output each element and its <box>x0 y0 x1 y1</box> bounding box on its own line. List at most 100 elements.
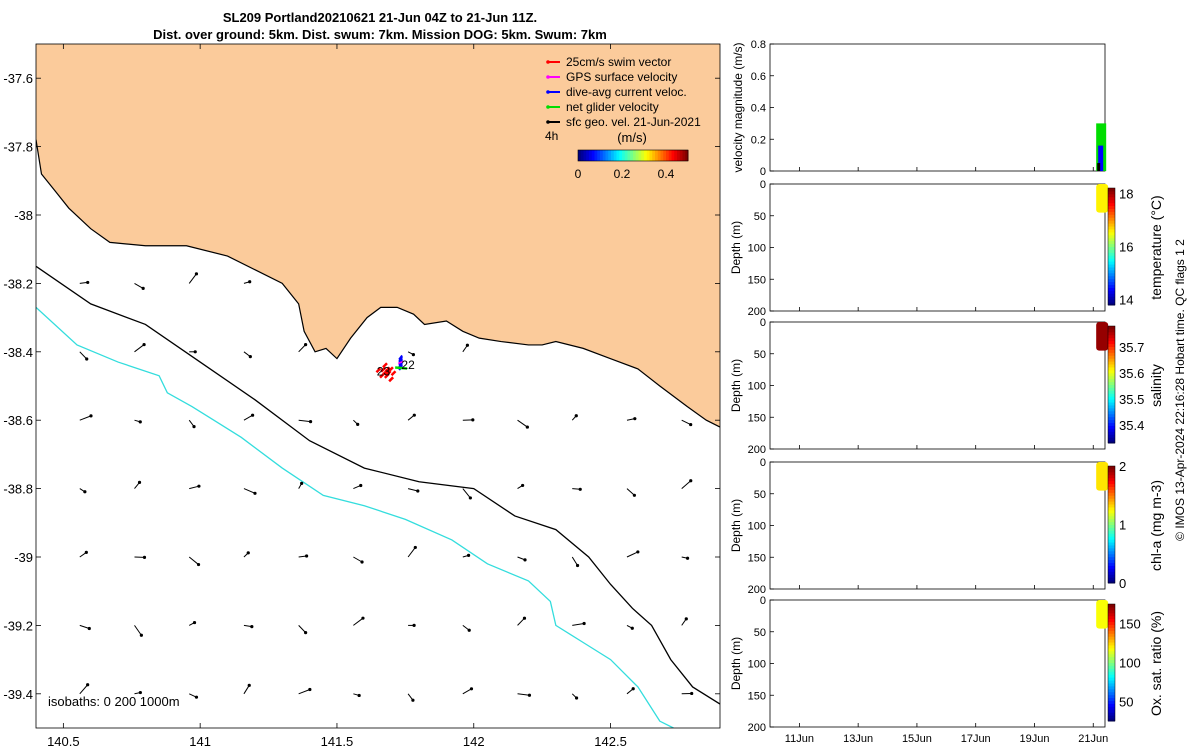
oxygen-colorbar-segment <box>1108 709 1115 713</box>
temperature-colorbar-label: temperature (°C) <box>1148 195 1164 299</box>
geo-arrowhead <box>412 413 416 417</box>
swim-vector <box>375 367 382 374</box>
velocity-geo-marks <box>1097 163 1101 171</box>
geo-arrowhead <box>359 483 363 488</box>
chla-colorbar-segment <box>1108 498 1115 502</box>
map-colorbar-label: (m/s) <box>617 130 647 145</box>
geo-arrowhead <box>139 633 143 637</box>
geo-arrowhead <box>411 698 415 702</box>
salinity-colorbar-segment <box>1108 381 1115 385</box>
geo-arrowhead <box>142 342 146 347</box>
temperature-colorbar-segment <box>1108 258 1115 262</box>
geo-arrowhead <box>142 555 147 559</box>
geo-arrowhead <box>468 496 472 500</box>
map-frame <box>35 43 721 729</box>
chla-colorbar-segment <box>1108 577 1115 581</box>
salinity-colorbar-segment <box>1108 352 1115 356</box>
map-colorbar-frame <box>577 149 689 162</box>
swim-vector <box>390 370 397 377</box>
chla-y-tick-label: 100 <box>748 521 766 533</box>
chla-colorbar-segment <box>1108 486 1115 490</box>
legend-entry-label: net glider velocity <box>566 100 659 114</box>
geo-arrow <box>517 419 528 428</box>
date-x-tick-label: 17Jun <box>961 733 991 745</box>
geo-arrowhead <box>469 687 474 691</box>
map-colorbar-segment <box>580 150 584 161</box>
salinity-colorbar-segment <box>1108 390 1115 394</box>
geo-arrow <box>298 344 306 353</box>
salinity-colorbar-segment <box>1108 416 1115 421</box>
chla-colorbar-segment <box>1108 533 1115 537</box>
geo-arrow <box>134 282 144 289</box>
oxygen-colorbar-label: Ox. sat. ratio (%) <box>1148 611 1164 716</box>
map-colorbar-segment <box>583 150 587 161</box>
chla-colorbar-segment <box>1108 466 1115 470</box>
geo-arrowhead <box>194 695 199 699</box>
temperature-colorbar-segment <box>1108 275 1115 280</box>
land-area <box>36 44 720 428</box>
chla-colorbar-segment <box>1108 518 1115 523</box>
geo-arrowhead <box>192 620 197 625</box>
chla-colorbar-segment <box>1108 524 1115 528</box>
temperature-colorbar-segment <box>1108 226 1115 230</box>
geo-arrowhead <box>685 556 690 560</box>
salinity-colorbar-segment <box>1108 326 1115 330</box>
legend-swatch-head <box>546 120 550 124</box>
oxygen-colorbar-segment <box>1108 674 1115 678</box>
coastline <box>36 139 720 428</box>
oxygen-y-tick-label: 0 <box>760 595 766 607</box>
temperature-y-tick-label: 150 <box>748 274 766 286</box>
temperature-colorbar-segment <box>1108 243 1115 247</box>
geo-arrow <box>79 684 89 695</box>
salinity-data-marks <box>1096 322 1109 351</box>
chla-colorbar-segment <box>1108 483 1115 487</box>
geo-arrow <box>298 689 311 695</box>
chla-colorbar-segment <box>1108 468 1115 473</box>
geo-arrowhead <box>300 481 304 486</box>
geo-arrowhead <box>246 551 250 555</box>
map-colorbar-segment <box>685 150 689 161</box>
chla-y-label: Depth (m) <box>729 499 743 552</box>
salinity-y-label: Depth (m) <box>729 359 743 412</box>
salinity-colorbar-segment <box>1108 378 1115 383</box>
salinity-y-tick-label: 150 <box>748 412 766 424</box>
temperature-colorbar-segment <box>1108 231 1115 236</box>
map-colorbar-tick-label: 0 <box>575 167 582 181</box>
temperature-colorbar-segment <box>1108 217 1115 221</box>
geo-arrowhead <box>137 480 142 484</box>
temperature-colorbar-segment <box>1108 246 1115 250</box>
chla-y-tick-label: 150 <box>748 552 766 564</box>
temperature-y-label: Depth (m) <box>729 221 743 274</box>
map-colorbar-segment <box>655 150 659 161</box>
oxygen-colorbar-segment <box>1108 612 1115 617</box>
salinity-colorbar-segment <box>1108 399 1115 403</box>
map-plot-area <box>36 44 720 728</box>
map-y-tick-label: -38.4 <box>3 345 33 360</box>
map-colorbar-segment <box>677 150 681 161</box>
map-colorbar-segment <box>589 150 593 161</box>
chla-colorbar-segment <box>1108 571 1115 575</box>
chla-colorbar-segment <box>1108 553 1115 558</box>
geo-arrowhead <box>411 353 415 357</box>
temperature-colorbar-segment <box>1108 264 1115 268</box>
salinity-colorbar-segment <box>1108 375 1115 380</box>
geo-arrowhead <box>578 487 582 491</box>
geo-arrow <box>681 419 691 426</box>
geo-arrowhead <box>250 413 255 417</box>
salinity-colorbar-segment <box>1108 434 1115 438</box>
oxygen-colorbar-frame <box>1107 603 1116 722</box>
geo-arrowhead <box>248 355 252 359</box>
velocity-panel-frame <box>769 43 1106 172</box>
geo-arrowhead <box>87 626 91 631</box>
salinity-colorbar-segment <box>1108 431 1115 435</box>
chla-colorbar-label: chl-a (mg m-3) <box>1148 480 1164 571</box>
geo-arrowhead <box>357 693 361 698</box>
temperature-colorbar-segment <box>1108 299 1115 303</box>
chla-colorbar-segment <box>1108 568 1115 572</box>
map-colorbar-segment <box>624 150 628 161</box>
oxygen-colorbar-segment <box>1108 618 1115 623</box>
map-colorbar-segment <box>591 150 595 161</box>
oxygen-colorbar-segment <box>1108 680 1115 684</box>
legend-time-label: 4h <box>545 129 558 143</box>
oxygen-colorbar-segment <box>1108 703 1115 707</box>
